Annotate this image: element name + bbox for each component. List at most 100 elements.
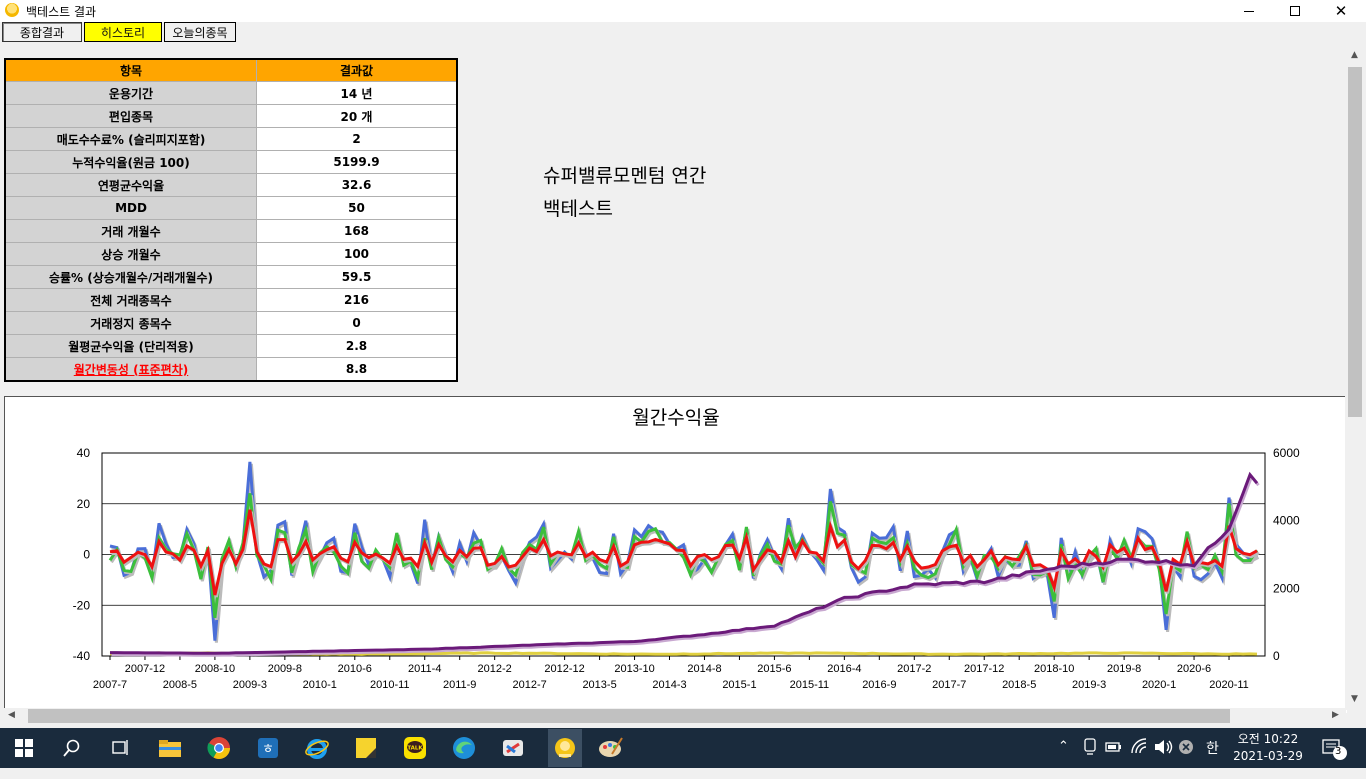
row-value: 0: [256, 311, 458, 335]
taskbar: ㅎ TALK ⌃ 한 오전 10:22 2021-03-29 3: [0, 728, 1366, 768]
window-title: 백테스트 결과: [26, 5, 97, 19]
tab-today-stocks[interactable]: 오늘의종목: [164, 22, 236, 42]
x-tick-label: 2015-6: [757, 663, 791, 675]
summary-table: 항목 결과값 운용기간 14 년 편입종목 20 개 매도수수료% (슬리피지포함) 2 누…: [4, 58, 458, 382]
chrome-icon[interactable]: [205, 734, 233, 762]
battery-icon[interactable]: [1105, 739, 1123, 779]
row-value: 168: [256, 219, 458, 243]
table-row: 매도수수료% (슬리피지포함) 2: [4, 127, 458, 151]
x-tick-label: 2010-11: [370, 679, 410, 691]
x-tick-label: 2009-3: [233, 679, 267, 691]
y-tick-label: -20: [73, 598, 91, 612]
y-tick-label: -40: [73, 649, 91, 663]
table-row: 거래 개월수 168: [4, 219, 458, 243]
x-tick-label: 2012-12: [544, 663, 584, 675]
scroll-up-icon[interactable]: ▲: [1351, 50, 1358, 60]
x-tick-label: 2014-8: [687, 663, 721, 675]
y2-tick-label: 2000: [1273, 581, 1300, 595]
x-tick-label: 2020-11: [1209, 679, 1249, 691]
scroll-left-icon[interactable]: ◀: [8, 710, 15, 720]
minimize-button[interactable]: [1226, 0, 1272, 22]
header-item: 항목: [4, 58, 257, 82]
tab-summary[interactable]: 종합결과: [2, 22, 82, 42]
title-bar: 백테스트 결과 ✕: [0, 0, 1366, 22]
current-app-icon[interactable]: [548, 729, 582, 767]
tray-overflow-icon[interactable]: ⌃: [1058, 739, 1069, 754]
close-button[interactable]: ✕: [1318, 0, 1364, 22]
scroll-down-icon[interactable]: ▼: [1351, 694, 1358, 704]
row-label: 월간변동성 (표준편차): [4, 357, 257, 382]
monthly-return-chart-panel: 월간수익율 40 20 0 -20 -40 6000 4000 2000 0 2007-12 200…: [4, 396, 1347, 713]
x-tick-label: 2011-4: [408, 663, 441, 675]
x-tick-label: 2013-10: [614, 663, 654, 675]
status-off-icon[interactable]: [1178, 739, 1194, 779]
scroll-right-icon[interactable]: ▶: [1332, 710, 1339, 720]
row-label: 전체 거래종목수: [4, 288, 257, 312]
y2-tick-label: 4000: [1273, 514, 1300, 528]
x-tick-label: 2018-5: [1002, 679, 1036, 691]
row-label: MDD: [4, 196, 257, 220]
row-label: 상승 개월수: [4, 242, 257, 266]
snip-tool-icon[interactable]: [499, 734, 527, 762]
caption-line-2: 백테스트: [543, 198, 613, 220]
row-value: 59.5: [256, 265, 458, 289]
windows-start-icon[interactable]: [10, 734, 38, 762]
horizontal-scroll-thumb[interactable]: [28, 709, 1230, 723]
row-label: 운용기간: [4, 81, 257, 105]
x-tick-label: 2017-7: [932, 679, 966, 691]
clock-date: 2021-03-29: [1233, 749, 1303, 763]
x-tick-label: 2014-3: [652, 679, 686, 691]
device-icon[interactable]: [1082, 738, 1098, 778]
sticky-notes-icon[interactable]: [352, 734, 380, 762]
table-row: 거래정지 종목수 0: [4, 311, 458, 335]
x-tick-label: 2015-11: [790, 679, 830, 691]
volume-icon[interactable]: [1153, 738, 1173, 778]
vertical-scrollbar[interactable]: ▲ ▼: [1345, 44, 1366, 710]
taskbar-clock[interactable]: 오전 10:22 2021-03-29: [1228, 731, 1308, 765]
x-tick-label: 2016-4: [827, 663, 861, 675]
tab-history[interactable]: 히스토리: [84, 22, 162, 42]
task-view-icon[interactable]: [106, 734, 134, 762]
maximize-button[interactable]: [1272, 0, 1318, 22]
row-label: 편입종목: [4, 104, 257, 128]
table-row: MDD 50: [4, 196, 458, 220]
wifi-icon[interactable]: [1130, 738, 1148, 778]
paint-icon[interactable]: [597, 734, 625, 762]
table-row: 월간변동성 (표준편차) 8.8: [4, 357, 458, 382]
table-row: 월평균수익율 (단리적용) 2.8: [4, 334, 458, 358]
y2-tick-label: 0: [1273, 649, 1280, 663]
x-tick-label: 2015-1: [722, 679, 756, 691]
svg-text:TALK: TALK: [407, 746, 423, 752]
search-icon[interactable]: [58, 734, 86, 762]
horizontal-scrollbar[interactable]: ◀ ▶: [4, 708, 1346, 724]
ime-indicator[interactable]: 한: [1206, 741, 1219, 757]
x-tick-label: 2010-1: [303, 679, 337, 691]
x-tick-label: 2019-8: [1107, 663, 1141, 675]
kakaotalk-icon[interactable]: TALK: [401, 734, 429, 762]
x-tick-label: 2020-1: [1142, 679, 1176, 691]
caption-line-1: 슈퍼밸류모멘텀 연간: [543, 165, 707, 187]
app-icon: [5, 3, 19, 17]
restore-icon: [1290, 6, 1300, 16]
hancom-icon[interactable]: ㅎ: [254, 734, 282, 762]
x-tick-label: 2009-8: [268, 663, 302, 675]
internet-explorer-icon[interactable]: [303, 734, 331, 762]
row-value: 216: [256, 288, 458, 312]
row-value: 14 년: [256, 81, 458, 105]
x-tick-label: 2010-6: [338, 663, 372, 675]
file-explorer-icon[interactable]: [156, 734, 184, 762]
x-tick-label: 2008-10: [195, 663, 235, 675]
y2-tick-label: 6000: [1273, 446, 1300, 460]
series-purple-line: [110, 471, 1259, 655]
notification-center-icon[interactable]: 3: [1322, 738, 1348, 778]
table-row: 연평균수익율 32.6: [4, 173, 458, 197]
notification-count: 3: [1335, 746, 1342, 757]
vertical-scroll-thumb[interactable]: [1348, 67, 1362, 417]
x-tick-label: 2012-2: [478, 663, 512, 675]
series-purple-line-shadow: [111, 473, 1260, 657]
edge-icon[interactable]: [450, 734, 478, 762]
svg-text:ㅎ: ㅎ: [262, 742, 274, 757]
table-row: 누적수익율(원금 100) 5199.9: [4, 150, 458, 174]
series-green-line: [108, 493, 1259, 618]
row-value: 2.8: [256, 334, 458, 358]
